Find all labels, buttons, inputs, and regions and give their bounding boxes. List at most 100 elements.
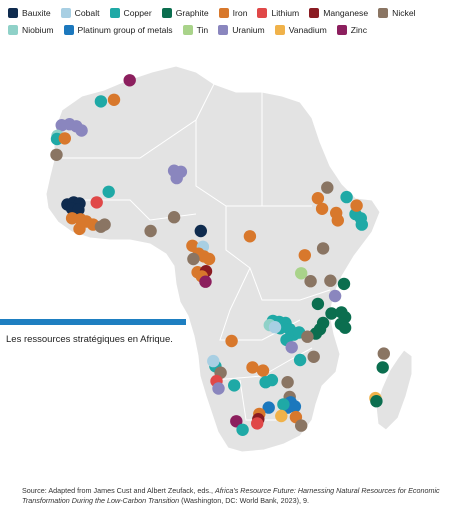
africa-landmass xyxy=(45,65,413,453)
legend-label-bauxite: Bauxite xyxy=(22,8,51,18)
source-suffix: (Washington, DC: World Bank, 2023), 9. xyxy=(179,496,309,505)
legend: Bauxite Cobalt Copper Graphite Iron Lithium Ma… xyxy=(8,8,448,35)
marker-nickel xyxy=(304,275,317,288)
marker-uranium xyxy=(170,171,183,185)
legend-item-graphite: Graphite xyxy=(161,8,209,18)
marker-zinc xyxy=(230,415,243,428)
marker-graphite xyxy=(376,361,389,374)
marker-copper xyxy=(355,218,368,231)
marker-nickel xyxy=(281,376,294,389)
marker-copper xyxy=(340,190,353,204)
marker-iron xyxy=(246,361,259,374)
legend-swatch-uranium xyxy=(218,25,229,35)
marker-nickel xyxy=(144,224,157,238)
legend-item-vanadium: Vanadium xyxy=(274,25,327,35)
legend-item-iron: Iron xyxy=(218,8,248,18)
marker-copper xyxy=(228,379,241,392)
marker-nickel xyxy=(377,347,390,360)
marker-iron xyxy=(107,93,121,107)
legend-item-cobalt: Cobalt xyxy=(60,8,100,18)
marker-nickel xyxy=(295,419,308,432)
legend-swatch-copper xyxy=(109,8,120,18)
legend-swatch-cobalt xyxy=(60,8,71,18)
resource-markers xyxy=(50,74,390,436)
source-prefix: Source: Adapted from James Cust and Albe… xyxy=(22,486,215,495)
legend-item-zinc: Zinc xyxy=(336,25,368,35)
marker-iron xyxy=(243,230,257,243)
marker-copper xyxy=(293,353,307,367)
source-note: Source: Adapted from James Cust and Albe… xyxy=(22,486,442,506)
legend-label-tin: Tin xyxy=(196,25,209,35)
legend-swatch-niobium xyxy=(8,25,18,35)
marker-uranium xyxy=(75,124,88,137)
madagascar xyxy=(375,349,413,431)
marker-bauxite xyxy=(72,203,85,216)
marker-graphite xyxy=(338,321,352,334)
legend-item-copper: Copper xyxy=(109,8,152,18)
marker-uranium xyxy=(212,382,225,395)
marker-graphite xyxy=(325,307,338,320)
legend-swatch-tin xyxy=(182,25,193,35)
marker-copper xyxy=(277,398,290,411)
marker-iron xyxy=(350,199,363,212)
marker-lithium xyxy=(90,196,103,209)
legend-swatch-nickel xyxy=(378,8,389,18)
marker-nickel xyxy=(307,350,320,363)
marker-uranium xyxy=(285,341,298,354)
marker-zinc xyxy=(123,74,136,87)
marker-pgm xyxy=(262,401,275,414)
legend-swatch-vanadium xyxy=(274,25,285,35)
marker-nickel xyxy=(324,274,337,287)
marker-nickel xyxy=(321,181,334,194)
legend-label-manganese: Manganese xyxy=(323,8,369,18)
marker-nickel xyxy=(301,330,314,343)
legend-label-nickel: Nickel xyxy=(392,8,416,18)
marker-nickel xyxy=(50,148,63,161)
marker-graphite xyxy=(311,297,325,311)
border-line xyxy=(62,83,215,159)
legend-item-nickel: Nickel xyxy=(378,8,416,18)
legend-label-niobium: Niobium xyxy=(22,25,54,35)
border-line xyxy=(225,206,331,301)
marker-uranium xyxy=(328,289,342,303)
legend-item-lithium: Lithium xyxy=(257,8,299,18)
legend-label-zinc: Zinc xyxy=(350,25,368,35)
legend-swatch-lithium xyxy=(257,8,268,18)
legend-swatch-graphite xyxy=(161,8,172,18)
legend-swatch-iron xyxy=(218,8,229,18)
marker-nickel xyxy=(167,211,181,224)
marker-graphite xyxy=(337,277,351,291)
marker-iron xyxy=(256,364,270,377)
marker-copper xyxy=(102,185,115,198)
legend-label-vanadium: Vanadium xyxy=(288,25,327,35)
marker-cobalt xyxy=(268,321,282,334)
source-title: Africa's Resource Future: Harnessing Nat… xyxy=(22,486,440,505)
marker-nickel xyxy=(316,242,330,255)
marker-iron xyxy=(315,202,329,215)
legend-label-copper: Copper xyxy=(123,8,152,18)
marker-lithium xyxy=(251,417,264,430)
legend-swatch-bauxite xyxy=(8,8,18,18)
legend-label-uranium: Uranium xyxy=(232,25,265,35)
marker-bauxite xyxy=(194,224,207,238)
map-caption: Les ressources stratégiques en Afrique. xyxy=(6,334,173,345)
marker-tin xyxy=(295,267,308,280)
legend-label-cobalt: Cobalt xyxy=(74,8,100,18)
marker-copper xyxy=(236,423,249,436)
marker-nickel xyxy=(98,218,111,231)
legend-item-manganese: Manganese xyxy=(309,8,368,18)
marker-cobalt xyxy=(207,354,220,368)
marker-graphite xyxy=(370,395,383,408)
legend-swatch-zinc xyxy=(336,25,347,35)
legend-label-lithium: Lithium xyxy=(271,8,300,18)
marker-zinc xyxy=(199,275,212,288)
legend-swatch-manganese xyxy=(309,8,320,18)
marker-iron xyxy=(311,192,325,205)
marker-copper xyxy=(94,95,108,108)
legend-item-bauxite: Bauxite xyxy=(8,8,51,18)
legend-label-iron: Iron xyxy=(232,8,248,18)
marker-vanadium xyxy=(275,409,288,423)
legend-label-pgm: Platinum group of metals xyxy=(77,25,173,35)
legend-label-graphite: Graphite xyxy=(175,8,209,18)
